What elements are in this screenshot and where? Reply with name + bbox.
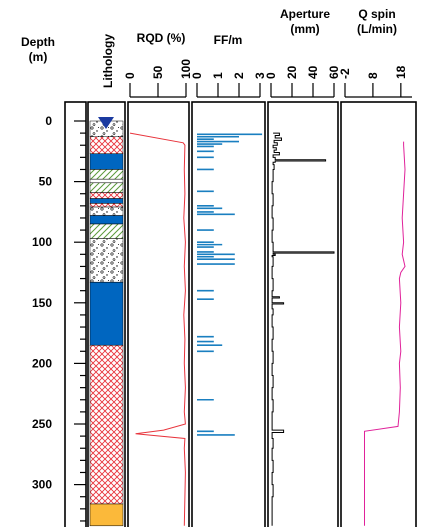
qspin-scale-label: 18	[394, 65, 408, 79]
lithology-interval	[89, 182, 124, 193]
aperture-scale-label: 40	[306, 65, 320, 79]
depth-tick-label: 300	[32, 478, 52, 492]
aperture-plot	[271, 132, 335, 526]
rqd-scale-label: 0	[123, 72, 137, 79]
aperture-scale-label: 20	[285, 65, 299, 79]
aperture-scale-label: 0	[264, 72, 278, 79]
qspin-axis: -2 8 18	[338, 65, 412, 98]
qspin-plot	[364, 141, 406, 526]
lithology-column	[89, 117, 124, 527]
rqd-plot	[129, 132, 186, 526]
ff-scale-label: 1	[211, 72, 225, 79]
aperture-label-line1: Aperture	[280, 7, 330, 21]
lithology-interval	[89, 344, 124, 505]
depth-tick-label: 0	[45, 114, 52, 128]
qspin-label-line2: (L/min)	[357, 22, 397, 36]
depth-label-line1: Depth	[21, 35, 55, 49]
ff-track-border	[191, 101, 266, 532]
ff-label: FF/m	[214, 33, 243, 47]
lithology-interval	[89, 203, 124, 208]
depth-tick-label: 150	[32, 296, 52, 310]
lithology-interval	[89, 503, 124, 527]
rqd-scale-label: 100	[179, 59, 193, 79]
lithology-interval	[89, 192, 124, 199]
water-level-marker	[98, 117, 114, 129]
qspin-scale-label: 8	[366, 72, 380, 79]
lithology-track-border	[87, 101, 126, 532]
rqd-series-line	[129, 132, 186, 526]
depth-tick-label: 250	[32, 417, 52, 431]
lithology-interval	[89, 153, 124, 170]
rqd-axis: 0 50 100	[123, 59, 193, 98]
lithology-interval	[89, 206, 124, 216]
ff-scale-label: 2	[232, 72, 246, 79]
aperture-series-line	[271, 132, 335, 526]
lithology-interval	[89, 215, 124, 225]
lithology-interval	[89, 281, 124, 346]
rqd-scale-label: 50	[151, 65, 165, 79]
lithology-interval	[89, 178, 124, 184]
aperture-track-border	[267, 101, 339, 532]
ff-plot	[197, 133, 263, 436]
qspin-label-line1: Q spin	[358, 7, 395, 21]
aperture-label-line2: (mm)	[290, 22, 319, 36]
depth-axis: 0 50 100 150 200 250 300	[32, 114, 86, 522]
lithology-interval	[89, 223, 124, 239]
depth-tick-label: 50	[39, 175, 53, 189]
qspin-track-border	[340, 101, 417, 532]
aperture-axis: 0 20 40 60	[264, 65, 341, 98]
lithology-label: Lithology	[101, 34, 115, 88]
lithology-interval	[89, 169, 124, 180]
lithology-interval	[89, 238, 124, 283]
ff-scale-label: 0	[190, 72, 204, 79]
depth-track-border	[64, 101, 87, 532]
depth-label-line2: (m)	[29, 50, 48, 64]
depth-tick-label: 100	[32, 235, 52, 249]
qspin-scale-label: -2	[338, 68, 352, 79]
aperture-scale-label: 60	[327, 65, 341, 79]
lithology-interval	[89, 136, 124, 154]
depth-tick-label: 200	[32, 356, 52, 370]
ff-scale-label: 3	[253, 72, 267, 79]
qspin-series-line	[364, 141, 406, 526]
rqd-label: RQD (%)	[137, 31, 186, 45]
rqd-track-border	[127, 101, 190, 532]
lithology-interval	[89, 198, 124, 204]
